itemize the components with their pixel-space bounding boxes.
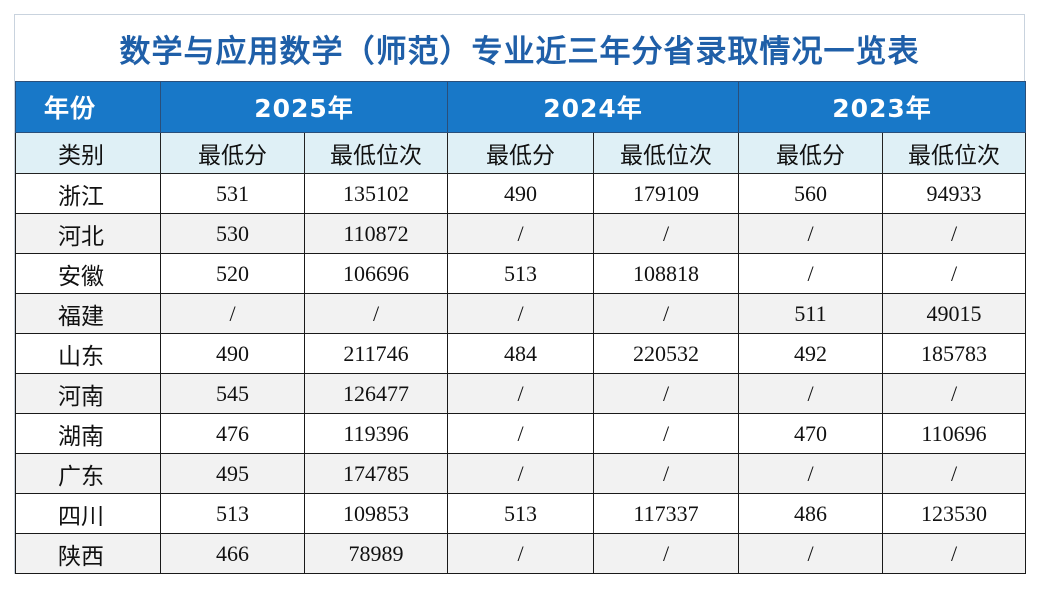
value-cell: / (882, 373, 1026, 414)
table-body: 浙江 531 135102 490 179109 560 94933 河北 53… (15, 173, 1026, 574)
value-cell: 179109 (593, 173, 739, 214)
value-cell: / (738, 533, 883, 574)
value-cell: 78989 (304, 533, 448, 574)
value-cell: 490 (160, 333, 305, 374)
province-cell: 河南 (15, 373, 161, 414)
value-cell: / (738, 253, 883, 294)
province-cell: 浙江 (15, 173, 161, 214)
value-cell: 135102 (304, 173, 448, 214)
value-cell: 476 (160, 413, 305, 454)
sub-column-header: 最低位次 (593, 132, 739, 174)
value-cell: 119396 (304, 413, 448, 454)
table-row: 广东 495 174785 / / / / (15, 453, 1026, 494)
value-cell: / (447, 533, 594, 574)
value-cell: / (738, 453, 883, 494)
category-header-row: 类别 最低分 最低位次 最低分 最低位次 最低分 最低位次 (15, 132, 1026, 174)
value-cell: 94933 (882, 173, 1026, 214)
value-cell: 108818 (593, 253, 739, 294)
table-row: 安徽 520 106696 513 108818 / / (15, 253, 1026, 294)
value-cell: / (593, 413, 739, 454)
value-cell: 109853 (304, 493, 448, 534)
value-cell: 211746 (304, 333, 448, 374)
value-cell: / (738, 373, 883, 414)
sub-column-header: 最低位次 (304, 132, 448, 174)
value-cell: 466 (160, 533, 305, 574)
year-header-row: 年份 2025年 2024年 2023年 (15, 81, 1026, 133)
page-title: 数学与应用数学（师范）专业近三年分省录取情况一览表 (119, 33, 920, 70)
province-cell: 四川 (15, 493, 161, 534)
value-cell: 511 (738, 293, 883, 334)
year-label: 年份 (15, 81, 161, 133)
table-row: 陕西 466 78989 / / / / (15, 533, 1026, 574)
value-cell: / (593, 533, 739, 574)
value-cell: 220532 (593, 333, 739, 374)
value-cell: 545 (160, 373, 305, 414)
value-cell: 513 (447, 253, 594, 294)
value-cell: 530 (160, 213, 305, 254)
table-row: 河北 530 110872 / / / / (15, 213, 1026, 254)
value-cell: 486 (738, 493, 883, 534)
value-cell: 117337 (593, 493, 739, 534)
year-2023-header: 2023年 (738, 81, 1026, 133)
sub-column-header: 最低分 (738, 132, 883, 174)
table-row: 福建 / / / / 511 49015 (15, 293, 1026, 334)
value-cell: 106696 (304, 253, 448, 294)
admission-table: 年份 2025年 2024年 2023年 类别 最低分 最低位次 最低分 最低位… (15, 81, 1026, 574)
value-cell: / (304, 293, 448, 334)
value-cell: 495 (160, 453, 305, 494)
value-cell: 490 (447, 173, 594, 214)
value-cell: 49015 (882, 293, 1026, 334)
table-row: 山东 490 211746 484 220532 492 185783 (15, 333, 1026, 374)
sub-column-header: 最低分 (447, 132, 594, 174)
value-cell: 110696 (882, 413, 1026, 454)
value-cell: / (738, 213, 883, 254)
value-cell: / (593, 373, 739, 414)
year-2024-header: 2024年 (447, 81, 739, 133)
value-cell: / (882, 453, 1026, 494)
category-label: 类别 (15, 132, 161, 174)
value-cell: / (882, 533, 1026, 574)
province-cell: 河北 (15, 213, 161, 254)
value-cell: 484 (447, 333, 594, 374)
value-cell: / (447, 213, 594, 254)
value-cell: 513 (160, 493, 305, 534)
value-cell: 470 (738, 413, 883, 454)
value-cell: / (593, 213, 739, 254)
province-cell: 陕西 (15, 533, 161, 574)
province-cell: 山东 (15, 333, 161, 374)
value-cell: 531 (160, 173, 305, 214)
value-cell: / (882, 253, 1026, 294)
value-cell: 560 (738, 173, 883, 214)
value-cell: 123530 (882, 493, 1026, 534)
value-cell: 110872 (304, 213, 448, 254)
value-cell: / (593, 453, 739, 494)
value-cell: / (882, 213, 1026, 254)
value-cell: / (447, 293, 594, 334)
value-cell: / (447, 453, 594, 494)
value-cell: 185783 (882, 333, 1026, 374)
value-cell: / (593, 293, 739, 334)
value-cell: 126477 (304, 373, 448, 414)
value-cell: 520 (160, 253, 305, 294)
value-cell: 492 (738, 333, 883, 374)
table-row: 河南 545 126477 / / / / (15, 373, 1026, 414)
province-cell: 湖南 (15, 413, 161, 454)
table-row: 浙江 531 135102 490 179109 560 94933 (15, 173, 1026, 214)
province-cell: 福建 (15, 293, 161, 334)
value-cell: / (447, 373, 594, 414)
year-2025-header: 2025年 (160, 81, 448, 133)
value-cell: / (447, 413, 594, 454)
province-cell: 广东 (15, 453, 161, 494)
table-row: 湖南 476 119396 / / 470 110696 (15, 413, 1026, 454)
sub-column-header: 最低位次 (882, 132, 1026, 174)
value-cell: / (160, 293, 305, 334)
table-row: 四川 513 109853 513 117337 486 123530 (15, 493, 1026, 534)
sub-column-header: 最低分 (160, 132, 305, 174)
value-cell: 513 (447, 493, 594, 534)
province-cell: 安徽 (15, 253, 161, 294)
value-cell: 174785 (304, 453, 448, 494)
